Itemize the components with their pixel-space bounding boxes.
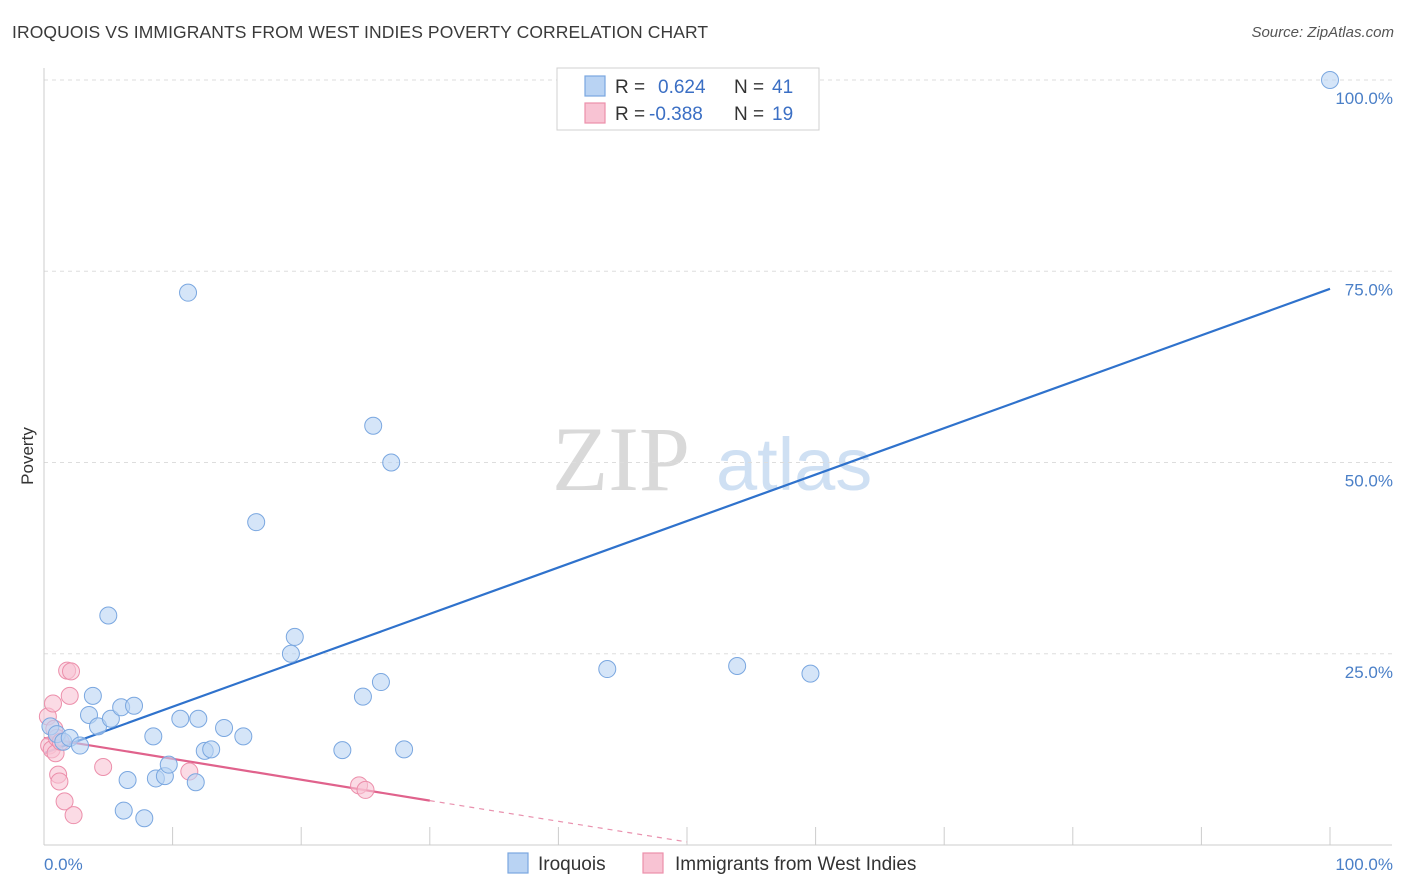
- chart-source: Source: ZipAtlas.com: [1251, 24, 1394, 41]
- legend-bottom-label-iroquois: Iroquois: [538, 854, 606, 875]
- legend-r-value-west-indies: -0.388: [649, 104, 703, 125]
- legend-bottom-swatch-west-indies: [642, 852, 664, 874]
- point-iroquois-33: [371, 673, 390, 692]
- point-iroquois-28: [281, 644, 300, 663]
- legend-bottom: Iroquois Immigrants from West Indies: [507, 852, 916, 875]
- chart-title: IROQUOIS VS IMMIGRANTS FROM WEST INDIES …: [12, 22, 709, 42]
- point-iroquois-34: [382, 453, 401, 472]
- point-iroquois-19: [171, 709, 190, 728]
- point-iroquois-25: [215, 718, 234, 737]
- point-west-indies-13: [62, 662, 81, 681]
- point-iroquois-13: [118, 770, 137, 789]
- point-iroquois-26: [234, 727, 253, 746]
- point-iroquois-35: [395, 740, 414, 759]
- point-iroquois-30: [333, 741, 352, 760]
- watermark-zip: ZIP: [552, 408, 690, 510]
- legend-n-value-west-indies: 19: [772, 104, 793, 125]
- point-iroquois-29: [285, 627, 304, 646]
- y-axis-title: Poverty: [18, 427, 37, 485]
- point-iroquois-39: [1321, 71, 1339, 89]
- point-west-indies-15: [94, 757, 113, 776]
- point-iroquois-4: [71, 736, 90, 755]
- grid-lines: [44, 79, 1392, 655]
- point-iroquois-31: [353, 687, 372, 706]
- legend-top: R = 0.624 N = 41 R = -0.388 N = 19: [556, 67, 820, 131]
- data-points: [38, 71, 1339, 828]
- axis-ticks: [172, 827, 1331, 845]
- x-tick-label-0: 0.0%: [44, 855, 83, 874]
- legend-swatch-west-indies: [584, 102, 606, 124]
- point-iroquois-38: [801, 664, 820, 683]
- point-west-indies-3: [44, 694, 63, 713]
- point-iroquois-18: [159, 755, 178, 774]
- point-iroquois-6: [83, 686, 102, 705]
- legend-bottom-label-west-indies: Immigrants from West Indies: [675, 854, 916, 875]
- legend-swatch-iroquois: [584, 75, 606, 97]
- legend-n-label-west-indies: N =: [734, 104, 764, 125]
- trend-lines: [43, 287, 1331, 843]
- point-iroquois-36: [598, 660, 617, 679]
- point-iroquois-9: [101, 709, 120, 728]
- tick-labels: 25.0% 50.0% 75.0% 100.0% 0.0% 100.0%: [44, 89, 1393, 874]
- point-iroquois-20: [179, 283, 198, 302]
- point-iroquois-21: [186, 773, 205, 792]
- x-tick-label-1: 100.0%: [1335, 855, 1393, 874]
- y-tick-label-2: 75.0%: [1345, 280, 1393, 299]
- trend-line-iroquois: [43, 287, 1331, 755]
- point-west-indies-14: [64, 806, 83, 825]
- watermark-atlas: atlas: [716, 423, 872, 506]
- legend-r-value-iroquois: 0.624: [658, 77, 706, 98]
- point-west-indies-18: [356, 780, 375, 799]
- legend-bottom-swatch-iroquois: [507, 852, 529, 874]
- point-iroquois-15: [144, 727, 163, 746]
- legend-n-value-iroquois: 41: [772, 77, 793, 98]
- point-iroquois-37: [728, 656, 747, 675]
- y-tick-label-0: 25.0%: [1345, 663, 1393, 682]
- trend-line-west-indies-extension: [429, 800, 688, 843]
- y-tick-label-1: 50.0%: [1345, 472, 1393, 491]
- point-iroquois-8: [99, 606, 118, 625]
- legend-r-label-west-indies: R =: [615, 104, 645, 125]
- legend-r-label-iroquois: R =: [615, 77, 645, 98]
- point-west-indies-10: [55, 792, 74, 811]
- point-iroquois-11: [125, 696, 144, 715]
- point-west-indies-8: [50, 772, 69, 791]
- y-tick-label-3: 100.0%: [1335, 89, 1393, 108]
- point-iroquois-12: [114, 801, 133, 820]
- point-iroquois-22: [189, 709, 208, 728]
- point-iroquois-32: [364, 416, 383, 435]
- point-iroquois-27: [247, 513, 266, 532]
- point-iroquois-14: [135, 809, 154, 828]
- point-west-indies-12: [60, 686, 79, 705]
- point-iroquois-24: [202, 740, 221, 759]
- legend-n-label-iroquois: N =: [734, 77, 764, 98]
